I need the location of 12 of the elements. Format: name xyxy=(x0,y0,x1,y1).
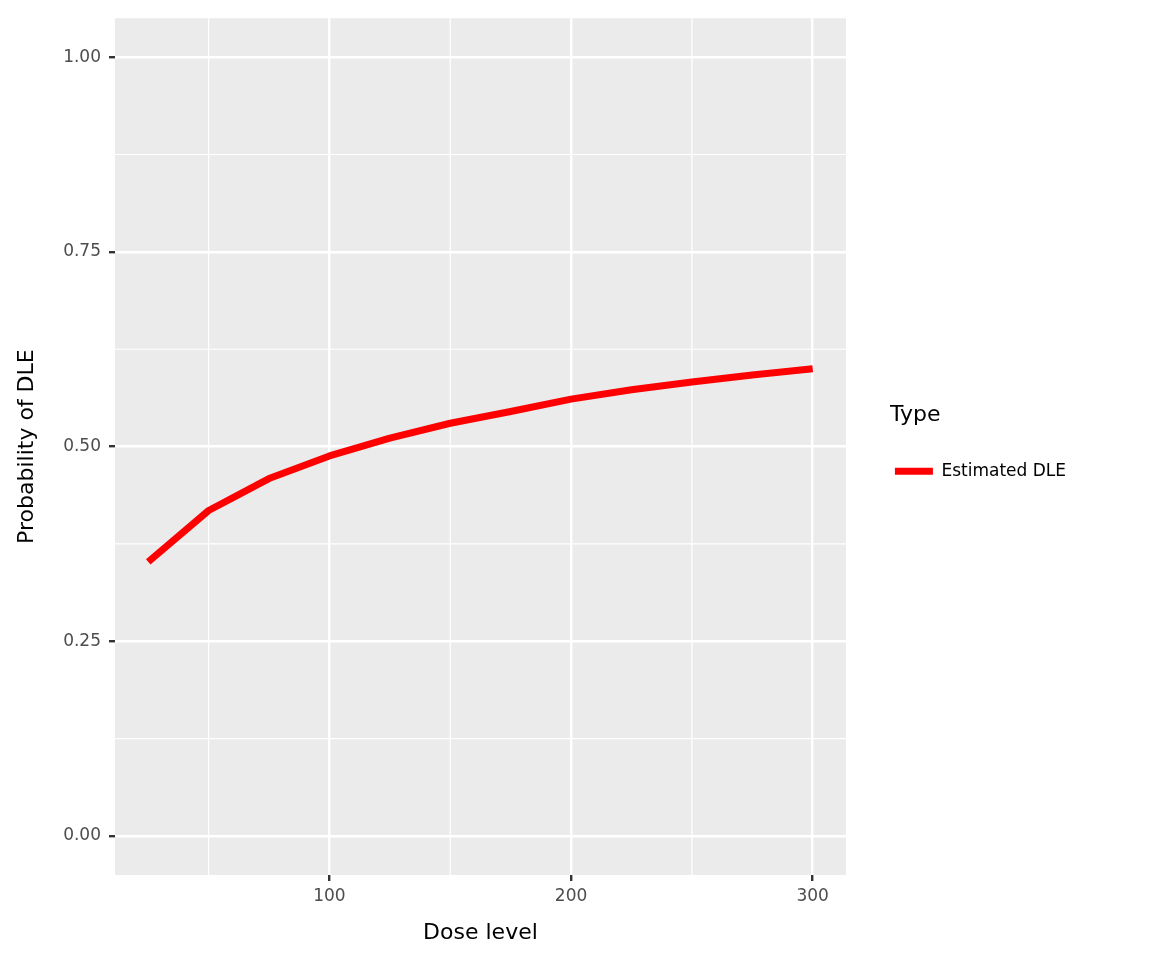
x-tick-label: 100 xyxy=(313,884,346,905)
x-tick-label: 200 xyxy=(554,884,588,905)
y-axis-title: Probability of DLE xyxy=(12,349,38,544)
legend-title: Type xyxy=(888,401,941,427)
y-tick-label: 0.25 xyxy=(63,629,101,650)
x-axis-title: Dose level xyxy=(423,918,538,944)
x-tick-label: 300 xyxy=(796,884,829,905)
y-tick-label: 0.75 xyxy=(63,240,101,261)
y-tick-label: 0.50 xyxy=(63,435,101,456)
legend-label: Estimated DLE xyxy=(941,459,1067,480)
y-tick-label: 1.00 xyxy=(63,45,101,66)
y-tick-label: 0.00 xyxy=(63,824,101,845)
